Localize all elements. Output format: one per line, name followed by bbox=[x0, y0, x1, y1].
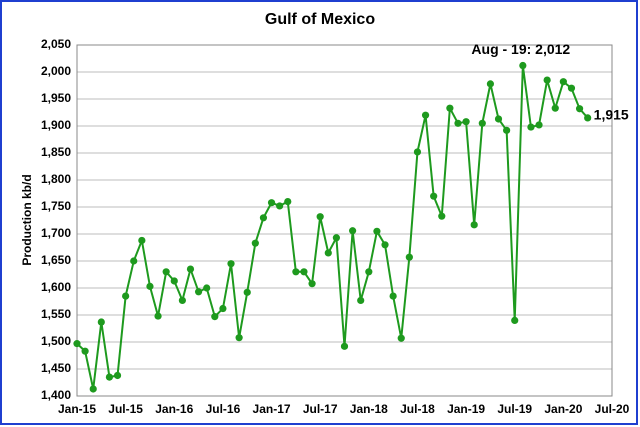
marker bbox=[130, 257, 138, 265]
y-tick-label: 1,450 bbox=[41, 361, 71, 375]
y-tick-label: 2,050 bbox=[41, 37, 71, 51]
y-tick-label: 1,950 bbox=[41, 91, 71, 105]
marker bbox=[511, 316, 519, 324]
y-tick-label: 1,850 bbox=[41, 145, 71, 159]
marker bbox=[89, 385, 97, 393]
x-tick-label: Jul-19 bbox=[497, 402, 532, 416]
marker bbox=[97, 318, 105, 326]
x-tick-label: Jan-16 bbox=[155, 402, 193, 416]
marker bbox=[559, 78, 567, 86]
marker bbox=[535, 121, 543, 129]
marker bbox=[357, 296, 365, 305]
marker bbox=[219, 304, 227, 313]
y-tick-label: 1,900 bbox=[41, 118, 71, 132]
marker bbox=[154, 312, 162, 320]
x-tick-label: Jul-18 bbox=[400, 402, 435, 416]
annotation: 1,915 bbox=[594, 107, 629, 123]
marker bbox=[162, 268, 170, 276]
marker bbox=[316, 213, 324, 221]
marker bbox=[122, 292, 130, 300]
marker bbox=[105, 373, 114, 381]
marker bbox=[267, 199, 276, 207]
marker bbox=[373, 227, 381, 235]
x-tick-label: Jan-17 bbox=[253, 402, 291, 416]
marker bbox=[503, 126, 511, 134]
x-tick-label: Jul-17 bbox=[303, 402, 338, 416]
y-tick-label: 1,700 bbox=[41, 226, 71, 240]
marker bbox=[300, 268, 308, 276]
marker bbox=[292, 268, 300, 276]
marker bbox=[203, 284, 211, 292]
marker bbox=[276, 202, 284, 210]
y-tick-label: 1,500 bbox=[41, 334, 71, 348]
marker bbox=[227, 260, 235, 268]
marker bbox=[349, 227, 357, 235]
y-tick-label: 1,400 bbox=[41, 388, 71, 402]
marker bbox=[389, 292, 397, 300]
marker bbox=[138, 236, 146, 245]
y-axis-title: Production kb/d bbox=[20, 174, 34, 265]
marker bbox=[584, 114, 592, 122]
marker bbox=[438, 212, 446, 220]
plot-area bbox=[76, 44, 613, 397]
marker bbox=[462, 118, 470, 126]
marker bbox=[397, 334, 405, 342]
marker bbox=[365, 268, 373, 276]
marker bbox=[73, 340, 81, 348]
y-tick-label: 1,600 bbox=[41, 280, 71, 294]
x-tick-label: Jul-15 bbox=[108, 402, 143, 416]
marker bbox=[146, 282, 154, 290]
y-tick-label: 2,000 bbox=[41, 64, 71, 78]
marker bbox=[259, 214, 268, 222]
marker bbox=[170, 277, 178, 285]
line bbox=[76, 65, 589, 390]
marker bbox=[340, 342, 349, 350]
marker bbox=[405, 253, 413, 261]
marker bbox=[486, 80, 495, 88]
marker bbox=[478, 119, 486, 127]
marker bbox=[446, 104, 454, 112]
marker bbox=[211, 313, 219, 321]
x-tick-label: Jul-16 bbox=[206, 402, 241, 416]
marker bbox=[527, 123, 535, 131]
y-tick-label: 1,750 bbox=[41, 199, 71, 213]
marker bbox=[113, 371, 122, 380]
chart-title: Gulf of Mexico bbox=[265, 11, 375, 28]
marker bbox=[567, 84, 576, 92]
marker bbox=[519, 61, 527, 70]
marker bbox=[470, 221, 478, 229]
marker bbox=[243, 288, 251, 296]
x-tick-label: Jan-15 bbox=[58, 402, 96, 416]
marker bbox=[178, 296, 186, 305]
x-tick-label: Jan-18 bbox=[350, 402, 388, 416]
marker bbox=[235, 334, 243, 342]
marker bbox=[551, 104, 559, 112]
annotation: Aug - 19: 2,012 bbox=[471, 41, 570, 57]
marker bbox=[575, 105, 584, 113]
marker bbox=[251, 239, 259, 247]
y-tick-label: 1,800 bbox=[41, 172, 71, 186]
marker bbox=[186, 265, 195, 273]
marker bbox=[413, 148, 422, 156]
x-tick-label: Jul-20 bbox=[595, 402, 630, 416]
marker bbox=[284, 198, 292, 206]
marker bbox=[332, 234, 340, 242]
y-tick-label: 1,650 bbox=[41, 253, 71, 267]
marker bbox=[454, 119, 462, 127]
marker bbox=[381, 241, 389, 249]
marker bbox=[81, 347, 89, 355]
marker bbox=[430, 192, 438, 200]
marker bbox=[494, 115, 503, 123]
x-tick-label: Jan-19 bbox=[447, 402, 485, 416]
y-tick-label: 1,550 bbox=[41, 307, 71, 321]
marker bbox=[543, 76, 551, 84]
marker bbox=[324, 249, 332, 257]
x-tick-label: Jan-20 bbox=[544, 402, 582, 416]
marker bbox=[421, 111, 430, 119]
marker bbox=[308, 280, 316, 288]
marker bbox=[194, 288, 203, 296]
